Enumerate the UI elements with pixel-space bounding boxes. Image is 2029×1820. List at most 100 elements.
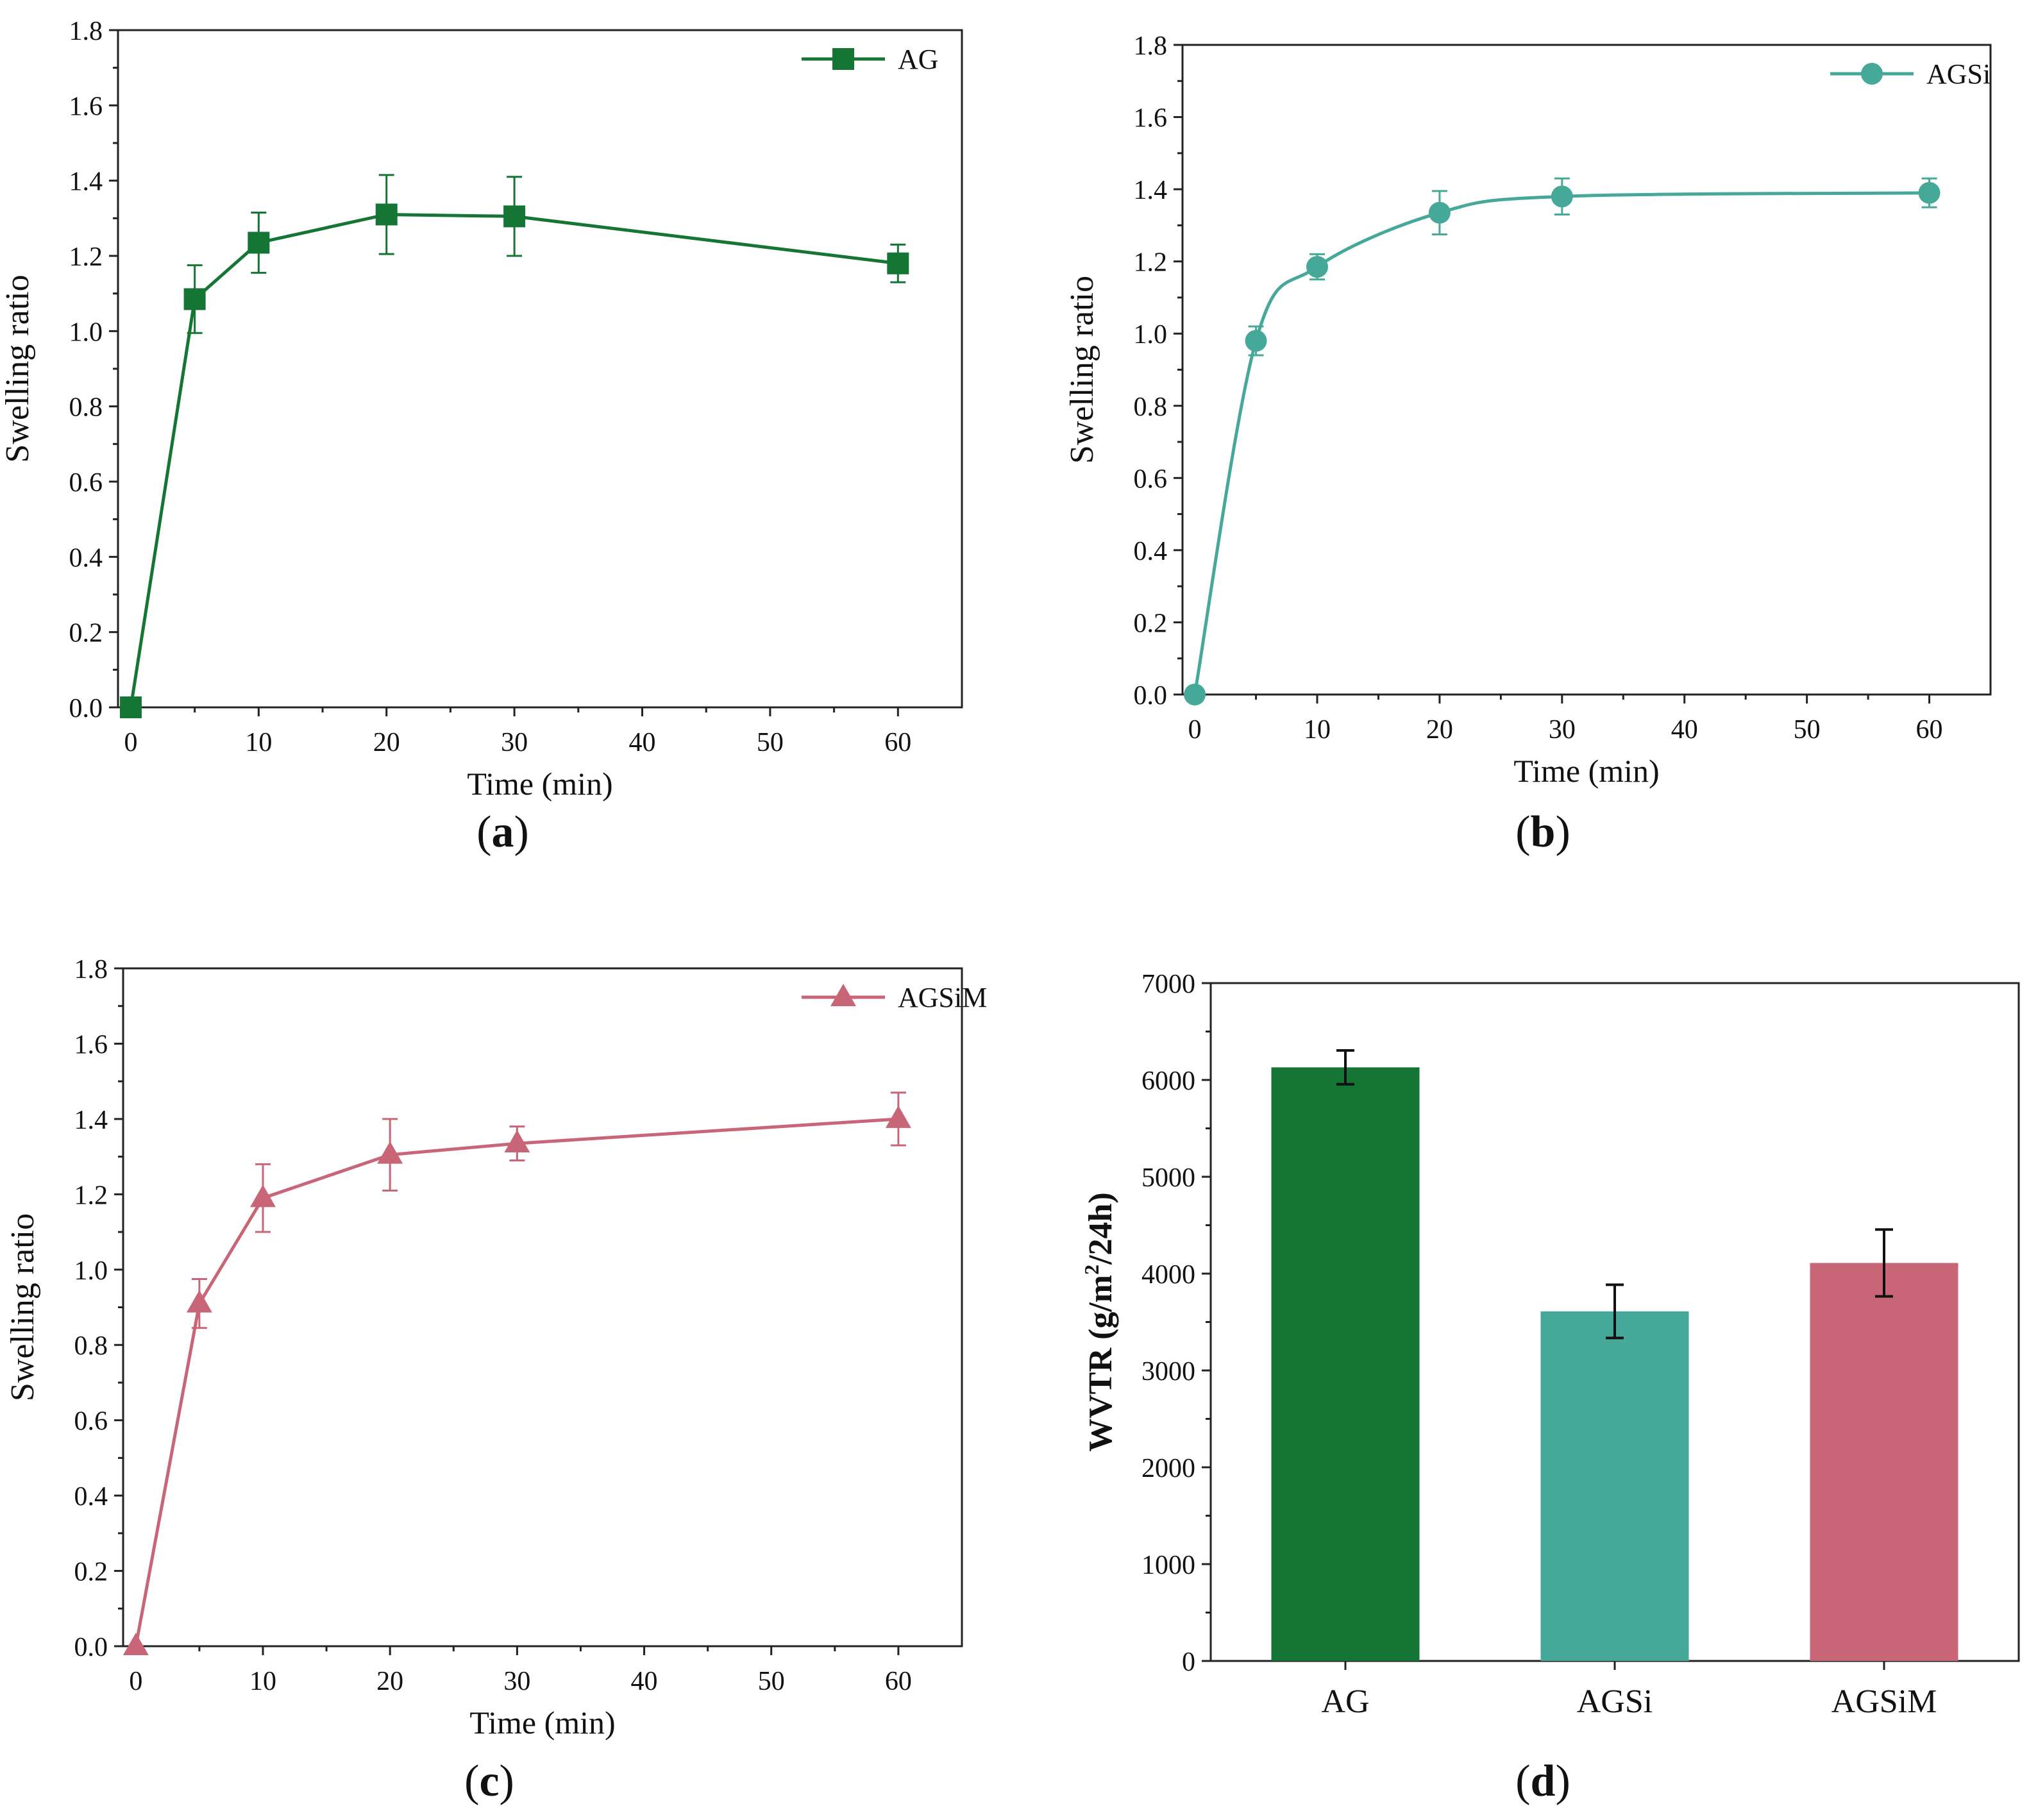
- legend-label: AG: [898, 44, 939, 75]
- y-tick-label: 0.4: [69, 543, 103, 573]
- panel-label: (c): [464, 1757, 514, 1806]
- y-tick-label: 1.0: [69, 317, 103, 347]
- bar-AGSiM: [1810, 1263, 1958, 1661]
- x-axis-label: Time (min): [467, 766, 612, 802]
- axes-frame: [1181, 44, 1992, 696]
- data-point-AG: [183, 288, 206, 310]
- series-line-AGSiM: [134, 1117, 899, 1647]
- y-tick-label: 1.4: [69, 167, 103, 197]
- y-tick-label: 3000: [1141, 1357, 1195, 1386]
- data-point-AGSi: [1918, 181, 1941, 204]
- x-tick-label: 20: [1426, 715, 1453, 745]
- y-tick-label: 0.0: [1134, 681, 1168, 711]
- axes-frame: [117, 29, 963, 709]
- x-tick-label: 0: [1188, 715, 1202, 745]
- y-tick-label: 0.6: [74, 1407, 108, 1437]
- x-tick-label: AGSiM: [1831, 1683, 1937, 1720]
- series-line-AGSi: [1193, 191, 1930, 695]
- panel-label: (a): [476, 807, 529, 857]
- data-point-AGSiM: [377, 1141, 403, 1164]
- y-axis-label: WVTR (g/m2/24h): [1080, 1192, 1119, 1452]
- x-tick-label: 30: [503, 1667, 530, 1696]
- data-point-AGSi: [1245, 330, 1267, 352]
- panel-d-wvtr-bars: 0 1000 2000 3000 4000 5000 6000 7000 WVTR (g/m2/…: [1080, 970, 2020, 1806]
- data-point-AG: [119, 696, 142, 718]
- data-point-AG: [887, 252, 909, 274]
- y-tick-label: 0.8: [1134, 392, 1168, 422]
- y-axis-label: Swelling ratio: [0, 274, 36, 462]
- data-point-AGSiM: [122, 1633, 149, 1655]
- y-tick-label: 7000: [1141, 970, 1195, 999]
- y-tick-label: 0.0: [69, 694, 103, 723]
- x-tick-label: 40: [1671, 715, 1698, 745]
- y-tick-label: 1000: [1141, 1551, 1195, 1580]
- data-point-AG: [375, 203, 398, 226]
- x-tick-label: 50: [758, 1667, 785, 1696]
- x-tick-label: 30: [1549, 715, 1576, 745]
- x-tick-label: 30: [501, 728, 528, 757]
- data-point-AG: [503, 205, 526, 228]
- series-line-AG: [129, 212, 898, 708]
- legend-marker: [1861, 63, 1883, 85]
- data-point-AGSiM: [250, 1184, 276, 1208]
- x-tick-label: 20: [376, 1667, 403, 1696]
- x-tick-label: 10: [1304, 715, 1331, 745]
- data-point-AGSiM: [885, 1105, 911, 1128]
- y-tick-label: 1.6: [74, 1030, 108, 1059]
- x-tick-label: 10: [245, 728, 272, 757]
- x-tick-label: 60: [1916, 715, 1943, 745]
- x-axis-label: Time (min): [1513, 753, 1659, 789]
- y-tick-label: 0.4: [74, 1482, 108, 1512]
- data-point-AGSi: [1428, 201, 1451, 224]
- y-tick-label: 0.6: [69, 468, 103, 498]
- y-tick-label: 1.4: [1134, 176, 1168, 205]
- data-point-AGSi: [1306, 256, 1328, 278]
- y-tick-label: 0.2: [1134, 609, 1168, 638]
- y-tick-label: 4000: [1141, 1260, 1195, 1290]
- panel-a-swelling-ag: 0.0 0.2 0.4 0.6 0.8 1.0 1.2 1.4 1.6 1.8 0 10 20 30 40 5…: [0, 17, 963, 857]
- data-point-AGSi: [1551, 185, 1573, 208]
- y-tick-label: 1.2: [74, 1181, 108, 1210]
- x-tick-label: 60: [884, 728, 911, 757]
- y-tick-label: 0.4: [1134, 537, 1168, 566]
- x-tick-label: 0: [124, 728, 137, 757]
- y-tick-label: 0.8: [74, 1331, 108, 1361]
- legend-label: AGSi: [1926, 58, 1991, 90]
- data-point-AGSi: [1184, 684, 1206, 705]
- panel-label: (d): [1515, 1757, 1570, 1806]
- panel-c-swelling-agsim: 0.0 0.2 0.4 0.6 0.8 1.0 1.2 1.4 1.6 1.8 0 10 20 30 40 5…: [4, 955, 987, 1806]
- legend-marker: [832, 48, 854, 70]
- panel-b-swelling-agsi: 0.0 0.2 0.4 0.6 0.8 1.0 1.2 1.4 1.6 1.8 0 10 20 30 40 5…: [1064, 31, 1992, 857]
- legend-marker: [830, 984, 856, 1006]
- y-axis-label: Swelling ratio: [4, 1213, 41, 1401]
- y-tick-label: 0.0: [74, 1633, 108, 1662]
- y-tick-label: 6000: [1141, 1066, 1195, 1096]
- y-tick-label: 1.8: [69, 17, 103, 46]
- y-tick-label: 0.8: [69, 393, 103, 423]
- y-tick-label: 0.2: [69, 619, 103, 648]
- bar-AGSi: [1540, 1311, 1689, 1661]
- y-tick-label: 1.8: [74, 955, 108, 984]
- y-tick-label: 1.6: [69, 92, 103, 121]
- panel-label: (b): [1515, 807, 1570, 857]
- y-tick-label: 1.0: [1134, 320, 1168, 350]
- x-tick-label: 0: [129, 1667, 142, 1696]
- legend-label: AGSiM: [898, 982, 987, 1013]
- x-tick-label: 50: [757, 728, 784, 757]
- x-tick-label: 60: [885, 1667, 912, 1696]
- y-axis-label: Swelling ratio: [1064, 276, 1100, 464]
- data-point-AGSiM: [504, 1130, 530, 1153]
- data-point-AG: [248, 232, 270, 254]
- x-axis-label: Time (min): [469, 1705, 615, 1740]
- y-tick-label: 1.2: [1134, 248, 1168, 278]
- x-tick-label: 40: [629, 728, 656, 757]
- y-tick-label: 1.0: [74, 1256, 108, 1286]
- y-tick-label: 1.6: [1134, 104, 1168, 133]
- x-tick-label: AG: [1321, 1683, 1369, 1720]
- y-tick-label: 1.8: [1134, 31, 1168, 61]
- data-point-AGSiM: [186, 1290, 212, 1313]
- y-tick-label: 2000: [1141, 1454, 1195, 1483]
- y-tick-label: 0.2: [74, 1558, 108, 1587]
- x-tick-label: 40: [631, 1667, 658, 1696]
